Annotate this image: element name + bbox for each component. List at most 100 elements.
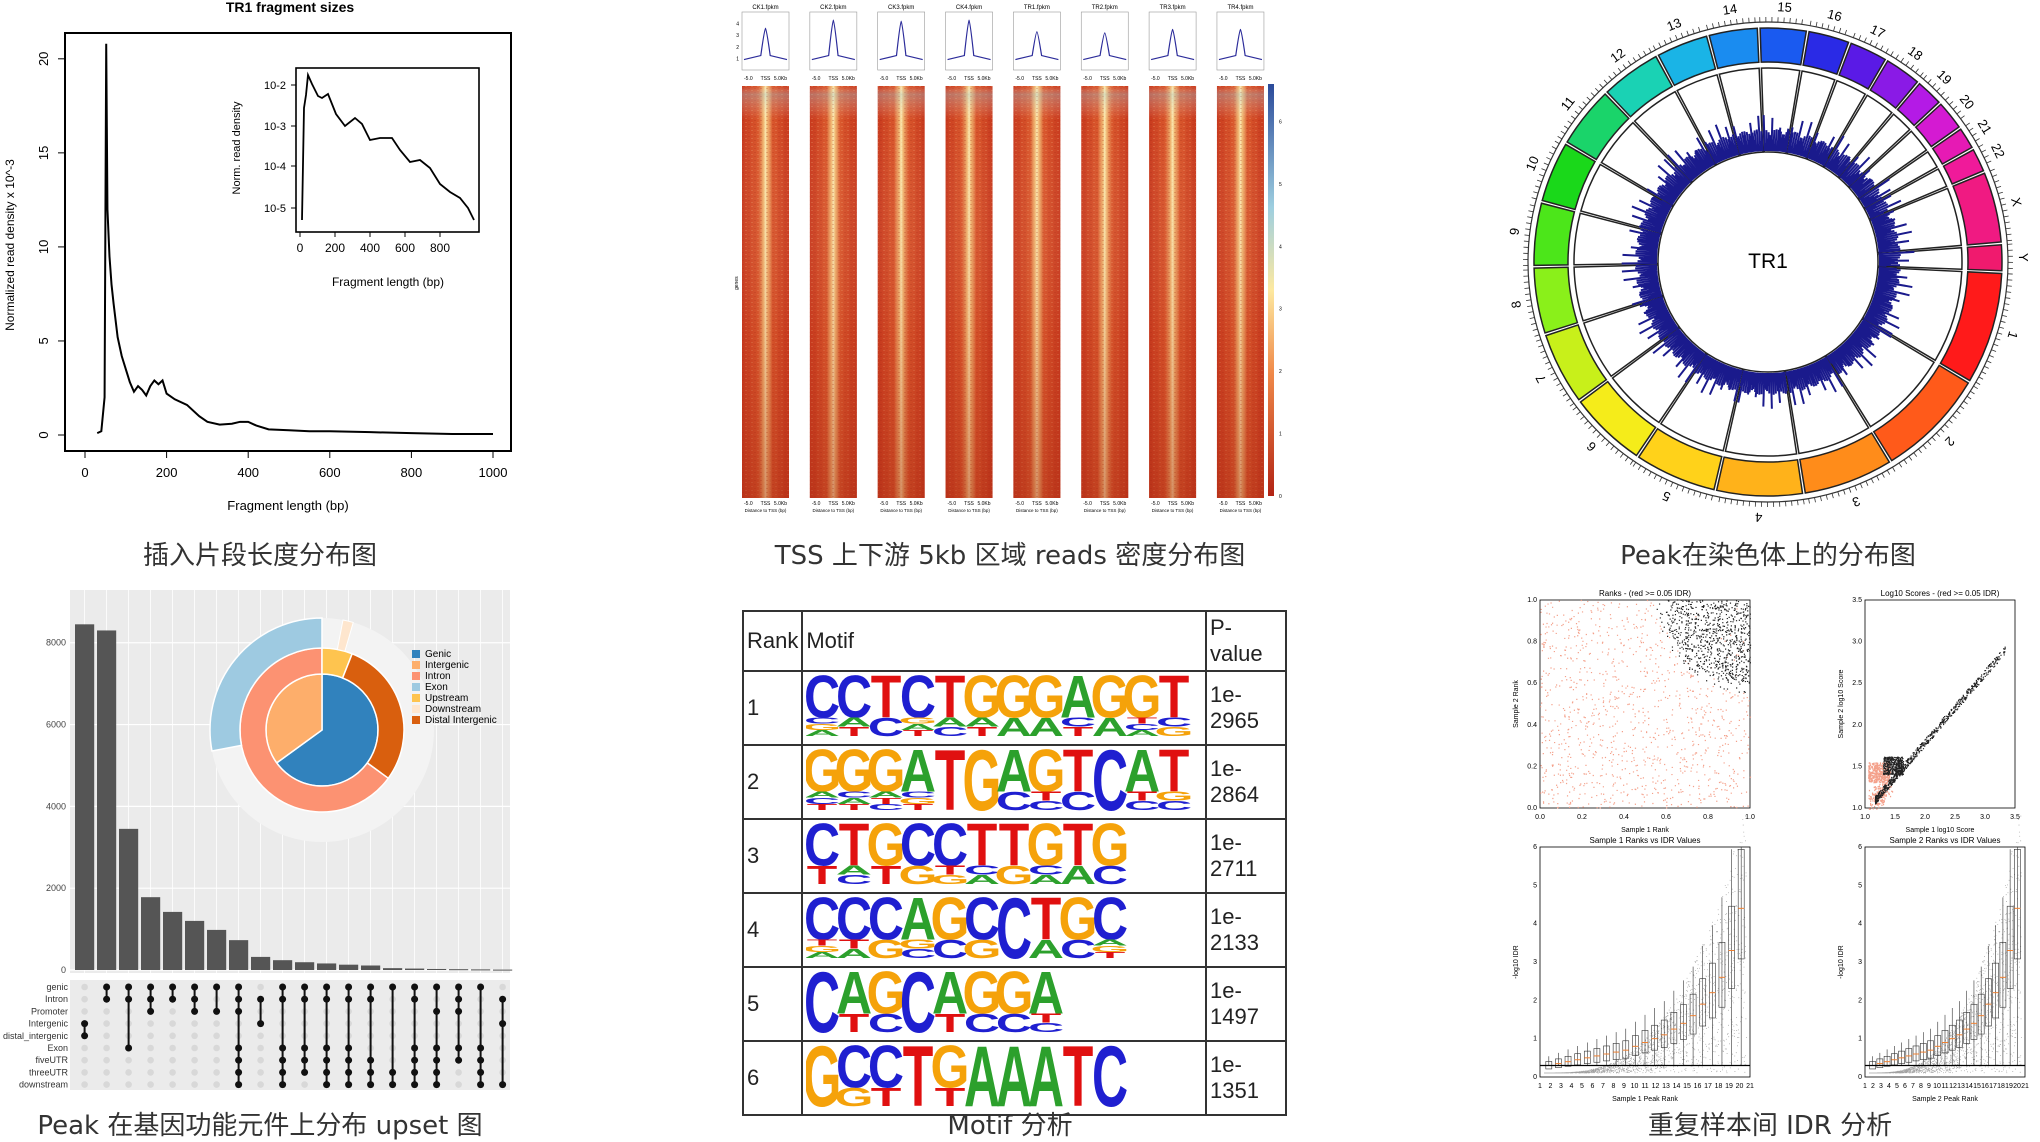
chromosome-label: 8 (1508, 300, 1524, 310)
scale-tick (1526, 223, 1531, 224)
scale-tick (1593, 430, 1597, 433)
y-axis-label: -log10 IDR (1513, 945, 1520, 978)
logo-letter: T (1063, 724, 1094, 738)
scale-tick (1536, 340, 1541, 342)
scale-tick (1583, 102, 1587, 105)
x-tick-label: 0 (81, 465, 88, 480)
y-tick-label: 3 (1533, 959, 1537, 966)
heatmap-shade (1149, 86, 1196, 498)
matrix-dot-empty (257, 1033, 264, 1040)
scale-tick (1633, 462, 1636, 466)
scale-tick (1699, 27, 1700, 32)
scale-tick (1967, 396, 1971, 399)
logo-letter: A (806, 728, 840, 738)
x-tick-label: 1.0 (1745, 814, 1755, 821)
logo-letter: C (1156, 798, 1192, 812)
x-tick-label: 3 (1559, 1083, 1563, 1090)
y-tick-label: 5 (1858, 882, 1862, 889)
scale-tick (1573, 407, 1577, 410)
matrix-dot-empty (191, 1057, 198, 1064)
legend-label: Upstream (425, 693, 468, 704)
scale-tick (1531, 323, 1536, 324)
chromosome-label: 16 (1826, 6, 1844, 24)
x-tick-label: 5.0Kb (842, 501, 855, 507)
matrix-dot-filled (213, 1008, 220, 1015)
profile-frame (1149, 12, 1196, 70)
chromosome-label: X (2008, 196, 2025, 208)
heatmap-shade (946, 86, 993, 498)
matrix-dot-filled (125, 996, 132, 1003)
x-tick-label: -5.0 (1083, 501, 1092, 507)
scale-tick (1860, 484, 1862, 489)
matrix-dot-empty (169, 1020, 176, 1027)
logo-letter: T (839, 1009, 870, 1034)
x-tick-label: 8 (1612, 1083, 1616, 1090)
y-tick-label: 5 (36, 337, 51, 344)
chromosome-label: 11 (1558, 93, 1578, 113)
y-tick-label: 1 (1858, 1036, 1862, 1043)
matrix-dot-filled (477, 984, 484, 991)
matrix-dot-filled (455, 996, 462, 1003)
scale-tick (1577, 412, 1581, 415)
matrix-dot-filled (477, 1069, 484, 1076)
legend-swatch (412, 694, 420, 702)
matrix-dot-empty (191, 1081, 198, 1088)
chromosome-label: 6 (1584, 439, 1600, 455)
scale-tick (1660, 477, 1662, 481)
scale-tick (1844, 490, 1846, 495)
logo-letter: C (1060, 787, 1096, 812)
matrix-dot-filled (477, 1045, 484, 1052)
scale-tick (1796, 19, 1797, 24)
scale-tick (2005, 222, 2010, 223)
scale-tick (1797, 500, 1798, 505)
x-tick-label: 9 (1622, 1083, 1626, 1090)
scale-tick (2006, 228, 2011, 229)
matrix-dot-empty (169, 1069, 176, 1076)
scale-tick (1936, 433, 1940, 437)
plot-title: Sample 2 Ranks vs IDR Values (1889, 836, 2000, 845)
matrix-dot-empty (169, 1033, 176, 1040)
profile-frame (1013, 12, 1060, 70)
scale-tick (1659, 43, 1661, 47)
x-tick-label: -5.0 (1219, 76, 1228, 82)
matrix-dot-filled (235, 984, 242, 991)
y-tick-label: 6 (1533, 844, 1537, 851)
y-tick-label: 1 (1533, 1036, 1537, 1043)
scale-tick (1989, 355, 1994, 357)
matrix-dot-filled (367, 984, 374, 991)
chromosome-label: Y (2016, 253, 2031, 262)
chromosome-band (1709, 28, 1759, 68)
x-tick-label: TSS (828, 501, 838, 507)
scale-tick (1973, 386, 1977, 389)
profile-y-tick: 4 (736, 22, 739, 28)
scale-tick (1828, 25, 1829, 30)
set-bar (207, 930, 226, 970)
scale-tick (1568, 121, 1572, 124)
matrix-dot-empty (213, 1057, 220, 1064)
scale-tick (2005, 298, 2010, 299)
pvalue-cell: 1e-2711 (1206, 819, 1286, 893)
y-tick-label: 0.4 (1527, 722, 1537, 729)
scale-tick (1871, 479, 1873, 484)
scale-tick (1664, 40, 1666, 45)
scale-tick (1737, 500, 1738, 505)
x-tick-label: -5.0 (1015, 76, 1024, 82)
x-axis-label: Sample 2 Peak Rank (1912, 1096, 1978, 1103)
colorbar-tick: 6 (1279, 119, 1282, 125)
matrix-dot-empty (455, 1081, 462, 1088)
matrix-dot-empty (191, 1020, 198, 1027)
scale-tick (1706, 25, 1707, 30)
legend-label: Genic (425, 649, 451, 660)
scale-tick (1995, 338, 2000, 340)
chromosome-label: 13 (1665, 15, 1684, 34)
matrix-dot-empty (125, 1081, 132, 1088)
chromosome-label: 9 (1506, 227, 1522, 236)
x-tick-label: 15 (1973, 1083, 1981, 1090)
